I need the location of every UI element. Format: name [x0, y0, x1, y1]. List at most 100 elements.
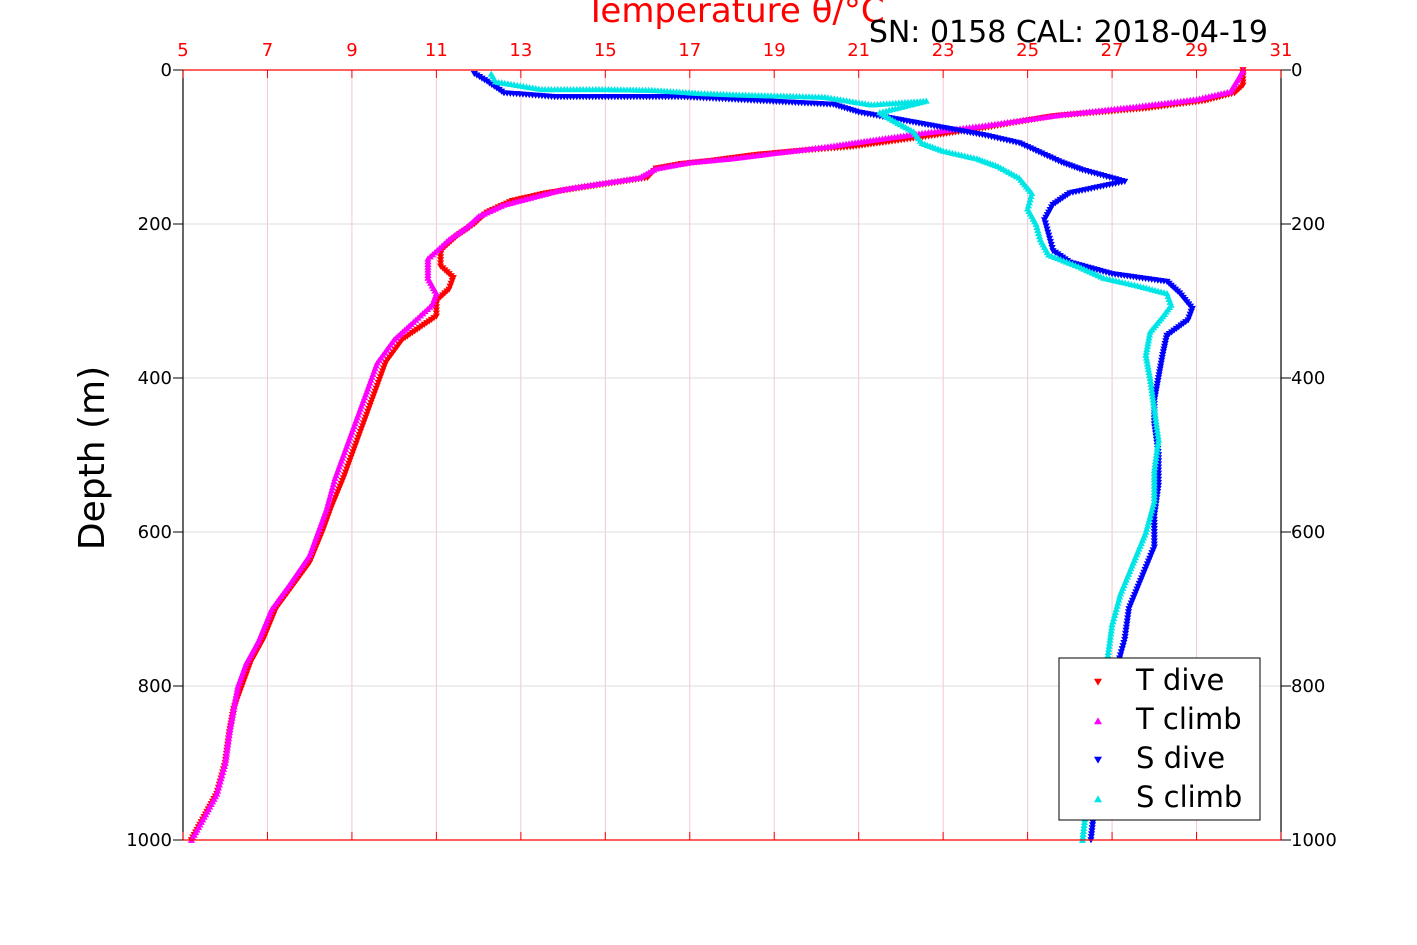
- data-point: [225, 732, 233, 739]
- data-point: [1108, 621, 1116, 628]
- data-point: [1142, 351, 1150, 358]
- grid: [183, 70, 1281, 840]
- data-point: [1104, 651, 1112, 659]
- data-point: [1035, 233, 1044, 240]
- data-point: [1143, 345, 1151, 353]
- data-point: [1143, 360, 1152, 367]
- data-point: [437, 257, 445, 264]
- data-point: [215, 781, 223, 788]
- top-tick-label: 31: [1270, 40, 1293, 61]
- data-point: [1144, 340, 1152, 347]
- data-point: [1151, 411, 1159, 418]
- data-point: [1145, 516, 1153, 523]
- data-point: [1153, 424, 1161, 431]
- data-point: [1115, 596, 1123, 603]
- data-point: [1150, 526, 1158, 533]
- data-point: [221, 759, 229, 766]
- data-point: [1079, 830, 1087, 837]
- data-point: [1080, 824, 1088, 832]
- data-point: [326, 493, 334, 500]
- top-tick-label: 19: [763, 40, 786, 61]
- data-point: [1150, 491, 1158, 498]
- data-point: [214, 784, 223, 791]
- data-point: [1150, 532, 1158, 539]
- data-point: [1144, 366, 1153, 373]
- top-tick-label: 25: [1016, 40, 1039, 61]
- y-axis-title: Depth (m): [72, 366, 113, 550]
- data-point: [1152, 451, 1161, 458]
- legend-label: T dive: [1135, 663, 1224, 697]
- top-tick-label: 21: [847, 40, 870, 61]
- data-point: [216, 778, 224, 785]
- data-point: [1109, 618, 1117, 625]
- data-point: [323, 502, 332, 509]
- left-tick-label: 800: [138, 676, 172, 697]
- data-point: [1045, 235, 1054, 242]
- data-point: [1154, 436, 1163, 443]
- data-point: [1108, 624, 1116, 631]
- data-point: [1120, 640, 1128, 647]
- data-point: [1150, 485, 1158, 492]
- data-point: [1146, 377, 1155, 384]
- data-point: [233, 688, 241, 695]
- data-point: [329, 481, 337, 488]
- data-point: [1152, 417, 1160, 424]
- data-point: [218, 772, 226, 779]
- data-point: [1117, 649, 1125, 656]
- data-point: [1150, 497, 1158, 505]
- data-point: [1147, 510, 1155, 517]
- data-point: [1024, 202, 1033, 209]
- data-point: [1118, 646, 1126, 653]
- data-point: [1150, 529, 1158, 536]
- data-point: [231, 697, 239, 704]
- data-point: [1121, 630, 1130, 637]
- data-point: [233, 685, 241, 692]
- data-point: [225, 735, 233, 742]
- left-tick-label: 400: [138, 368, 172, 389]
- data-point: [1151, 457, 1160, 465]
- data-point: [1032, 220, 1040, 227]
- data-point: [1122, 624, 1131, 631]
- data-point: [1116, 652, 1125, 659]
- top-tick-label: 23: [932, 40, 955, 61]
- data-point: [1034, 230, 1043, 237]
- data-point: [437, 260, 445, 267]
- data-point: [1151, 464, 1159, 471]
- data-point: [1150, 538, 1158, 545]
- data-point: [214, 787, 222, 794]
- data-point: [1144, 519, 1152, 526]
- data-point: [1124, 612, 1132, 619]
- data-point: [1143, 342, 1152, 350]
- data-point: [229, 711, 237, 718]
- data-point: [217, 775, 225, 782]
- data-point: [1149, 399, 1158, 406]
- data-point: [1152, 420, 1161, 428]
- data-point: [1152, 454, 1160, 461]
- data-point: [1107, 630, 1115, 637]
- data-point: [1048, 244, 1056, 252]
- data-point: [324, 499, 332, 506]
- data-point: [1121, 636, 1129, 644]
- data-point: [226, 723, 235, 730]
- data-point: [222, 753, 230, 760]
- data-point: [437, 254, 445, 261]
- data-point: [1151, 408, 1159, 415]
- data-point: [1106, 636, 1114, 643]
- data-point: [1149, 393, 1157, 400]
- data-point: [1080, 821, 1088, 829]
- data-point: [328, 484, 337, 491]
- left-tick-label: 200: [138, 214, 172, 235]
- data-point: [220, 762, 228, 769]
- data-point: [1149, 504, 1157, 511]
- data-point: [1150, 479, 1158, 486]
- data-point: [1145, 371, 1154, 378]
- data-point: [1123, 621, 1131, 628]
- data-point: [1145, 334, 1153, 341]
- data-point: [1149, 501, 1158, 508]
- data-point: [328, 487, 336, 494]
- data-point: [1041, 220, 1049, 227]
- top-axis-title: Temperature θ/°C: [584, 0, 884, 31]
- data-point: [1124, 609, 1133, 616]
- legend-marker: [1094, 717, 1102, 725]
- data-point: [1151, 461, 1159, 468]
